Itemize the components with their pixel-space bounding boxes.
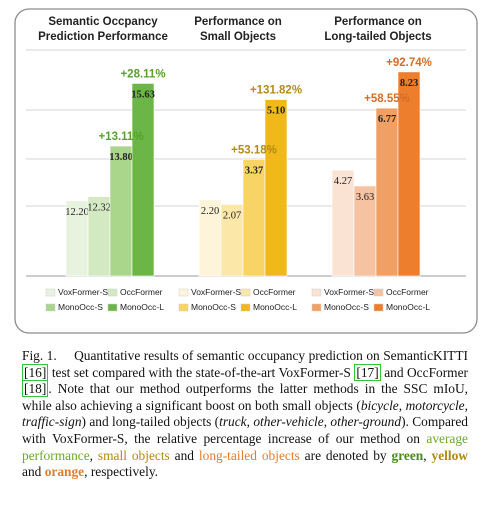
caption-orange: orange bbox=[44, 464, 85, 480]
caption-fig-label: Fig. 1. bbox=[22, 348, 57, 363]
legend-swatch bbox=[107, 303, 118, 312]
bar-value-label: 15.63 bbox=[131, 89, 155, 100]
bar bbox=[375, 107, 399, 277]
caption-text: and OccFormer bbox=[384, 364, 468, 380]
legend-swatch bbox=[240, 288, 251, 297]
caption-text: Quantitative results of semantic occupan… bbox=[74, 348, 468, 363]
bar-value-label: 3.37 bbox=[245, 165, 263, 176]
bar bbox=[131, 83, 155, 277]
citation-18[interactable]: [18] bbox=[22, 380, 49, 398]
legend-label: OccFormer bbox=[386, 287, 429, 297]
legend-swatch bbox=[240, 303, 251, 312]
legend-swatch bbox=[311, 288, 322, 297]
caption-text: test set compared with the state-of-the-… bbox=[51, 364, 351, 380]
legend-label: MonoOcc-S bbox=[324, 302, 369, 312]
bar bbox=[397, 71, 421, 277]
bar-value-label: 5.10 bbox=[267, 106, 285, 117]
bar bbox=[242, 159, 266, 277]
bar-value-label: 3.63 bbox=[356, 192, 374, 203]
caption-text: and bbox=[174, 447, 195, 463]
panel-title: Performance on bbox=[194, 16, 282, 28]
bar bbox=[109, 145, 133, 277]
increase-label: +131.82% bbox=[250, 85, 302, 97]
panel-title: Prediction Performance bbox=[38, 31, 168, 43]
caption-small-objects: small objects bbox=[97, 447, 170, 463]
caption-text: ) and long-tailed objects ( bbox=[81, 414, 220, 430]
legend-swatch bbox=[373, 288, 384, 297]
legend-label: MonoOcc-L bbox=[253, 302, 297, 312]
legend-label: MonoOcc-L bbox=[120, 302, 164, 312]
caption-term: motorcycle bbox=[405, 397, 465, 413]
legend-label: MonoOcc-S bbox=[191, 302, 236, 312]
caption-text: are denoted by bbox=[304, 447, 387, 463]
bar-value-label: 12.32 bbox=[87, 203, 111, 214]
bar-value-label: 2.20 bbox=[201, 206, 219, 217]
legend-label: OccFormer bbox=[120, 287, 163, 297]
bar-value-label: 2.07 bbox=[223, 210, 241, 221]
caption-green: green bbox=[391, 447, 424, 463]
bar bbox=[264, 99, 288, 277]
bar-value-label: 12.20 bbox=[65, 207, 89, 218]
caption-text: , bbox=[423, 447, 427, 463]
caption-term: bicycle bbox=[360, 397, 399, 413]
caption-term: truck bbox=[219, 414, 247, 430]
increase-label: +58.55% bbox=[364, 93, 410, 105]
chart-figure: Semantic Occpancy Prediction Performance 1… bbox=[14, 8, 478, 334]
legend-label: VoxFormer-S bbox=[191, 287, 241, 297]
panel-title: Long-tailed Objects bbox=[324, 31, 431, 43]
bar-value-label: 4.27 bbox=[334, 176, 352, 187]
legend-label: MonoOcc-L bbox=[386, 302, 430, 312]
figure-caption: Fig. 1. Quantitative results of semantic… bbox=[22, 348, 468, 480]
bar-value-label: 6.77 bbox=[378, 114, 396, 125]
caption-term: traffic-sign bbox=[22, 414, 82, 430]
panel-title: Performance on bbox=[334, 16, 422, 28]
caption-text: . Note that our method outperforms the l… bbox=[22, 381, 468, 413]
caption-term: other-ground bbox=[330, 414, 402, 430]
legend-swatch bbox=[311, 303, 322, 312]
caption-long-tailed-objects: long-tailed objects bbox=[198, 447, 300, 463]
increase-label: +92.74% bbox=[386, 57, 432, 69]
panel-title: Semantic Occpancy bbox=[48, 16, 158, 28]
increase-label: +13.11% bbox=[98, 131, 143, 143]
legend-label: VoxFormer-S bbox=[324, 287, 374, 297]
bar-value-label: 13.80 bbox=[109, 152, 133, 163]
panel-title: Small Objects bbox=[200, 31, 276, 43]
caption-text: and bbox=[22, 464, 42, 480]
legend-swatch bbox=[373, 303, 384, 312]
caption-text: , respectively. bbox=[84, 464, 158, 480]
chart-frame bbox=[14, 8, 478, 334]
legend-swatch bbox=[178, 288, 189, 297]
legend-swatch bbox=[45, 303, 56, 312]
increase-label: +53.18% bbox=[231, 144, 277, 156]
legend-label: OccFormer bbox=[253, 287, 296, 297]
caption-average-performance: average performance bbox=[22, 430, 468, 463]
caption-yellow: yellow bbox=[431, 447, 468, 463]
bar-value-label: 8.23 bbox=[400, 78, 418, 89]
caption-text: ). Compared with VoxFormer-S, the relati… bbox=[22, 414, 468, 446]
legend-swatch bbox=[107, 288, 118, 297]
chart-svg: Semantic Occpancy Prediction Performance 1… bbox=[14, 8, 478, 334]
caption-term: other-vehicle bbox=[253, 414, 324, 430]
legend-label: MonoOcc-S bbox=[58, 302, 103, 312]
increase-label: +28.11% bbox=[120, 68, 165, 80]
legend-swatch bbox=[178, 303, 189, 312]
citation-17[interactable]: [17] bbox=[354, 363, 381, 381]
citation-16[interactable]: [16] bbox=[22, 363, 49, 381]
caption-text: , bbox=[89, 447, 94, 463]
legend-label: VoxFormer-S bbox=[58, 287, 108, 297]
legend-swatch bbox=[45, 288, 56, 297]
